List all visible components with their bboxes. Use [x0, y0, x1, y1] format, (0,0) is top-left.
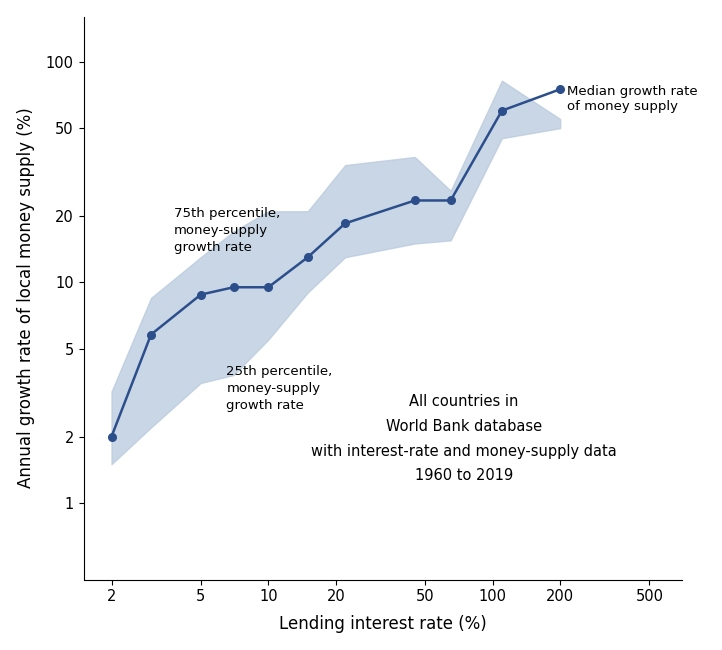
- Text: Median growth rate
of money supply: Median growth rate of money supply: [567, 84, 698, 112]
- Text: 75th percentile,
money-supply
growth rate: 75th percentile, money-supply growth rat…: [174, 207, 280, 254]
- Y-axis label: Annual growth rate of local money supply (%): Annual growth rate of local money supply…: [17, 108, 35, 488]
- X-axis label: Lending interest rate (%): Lending interest rate (%): [279, 616, 487, 633]
- Text: 25th percentile,
money-supply
growth rate: 25th percentile, money-supply growth rat…: [226, 365, 333, 413]
- Text: All countries in
World Bank database
with interest-rate and money-supply data
19: All countries in World Bank database wit…: [310, 395, 617, 483]
